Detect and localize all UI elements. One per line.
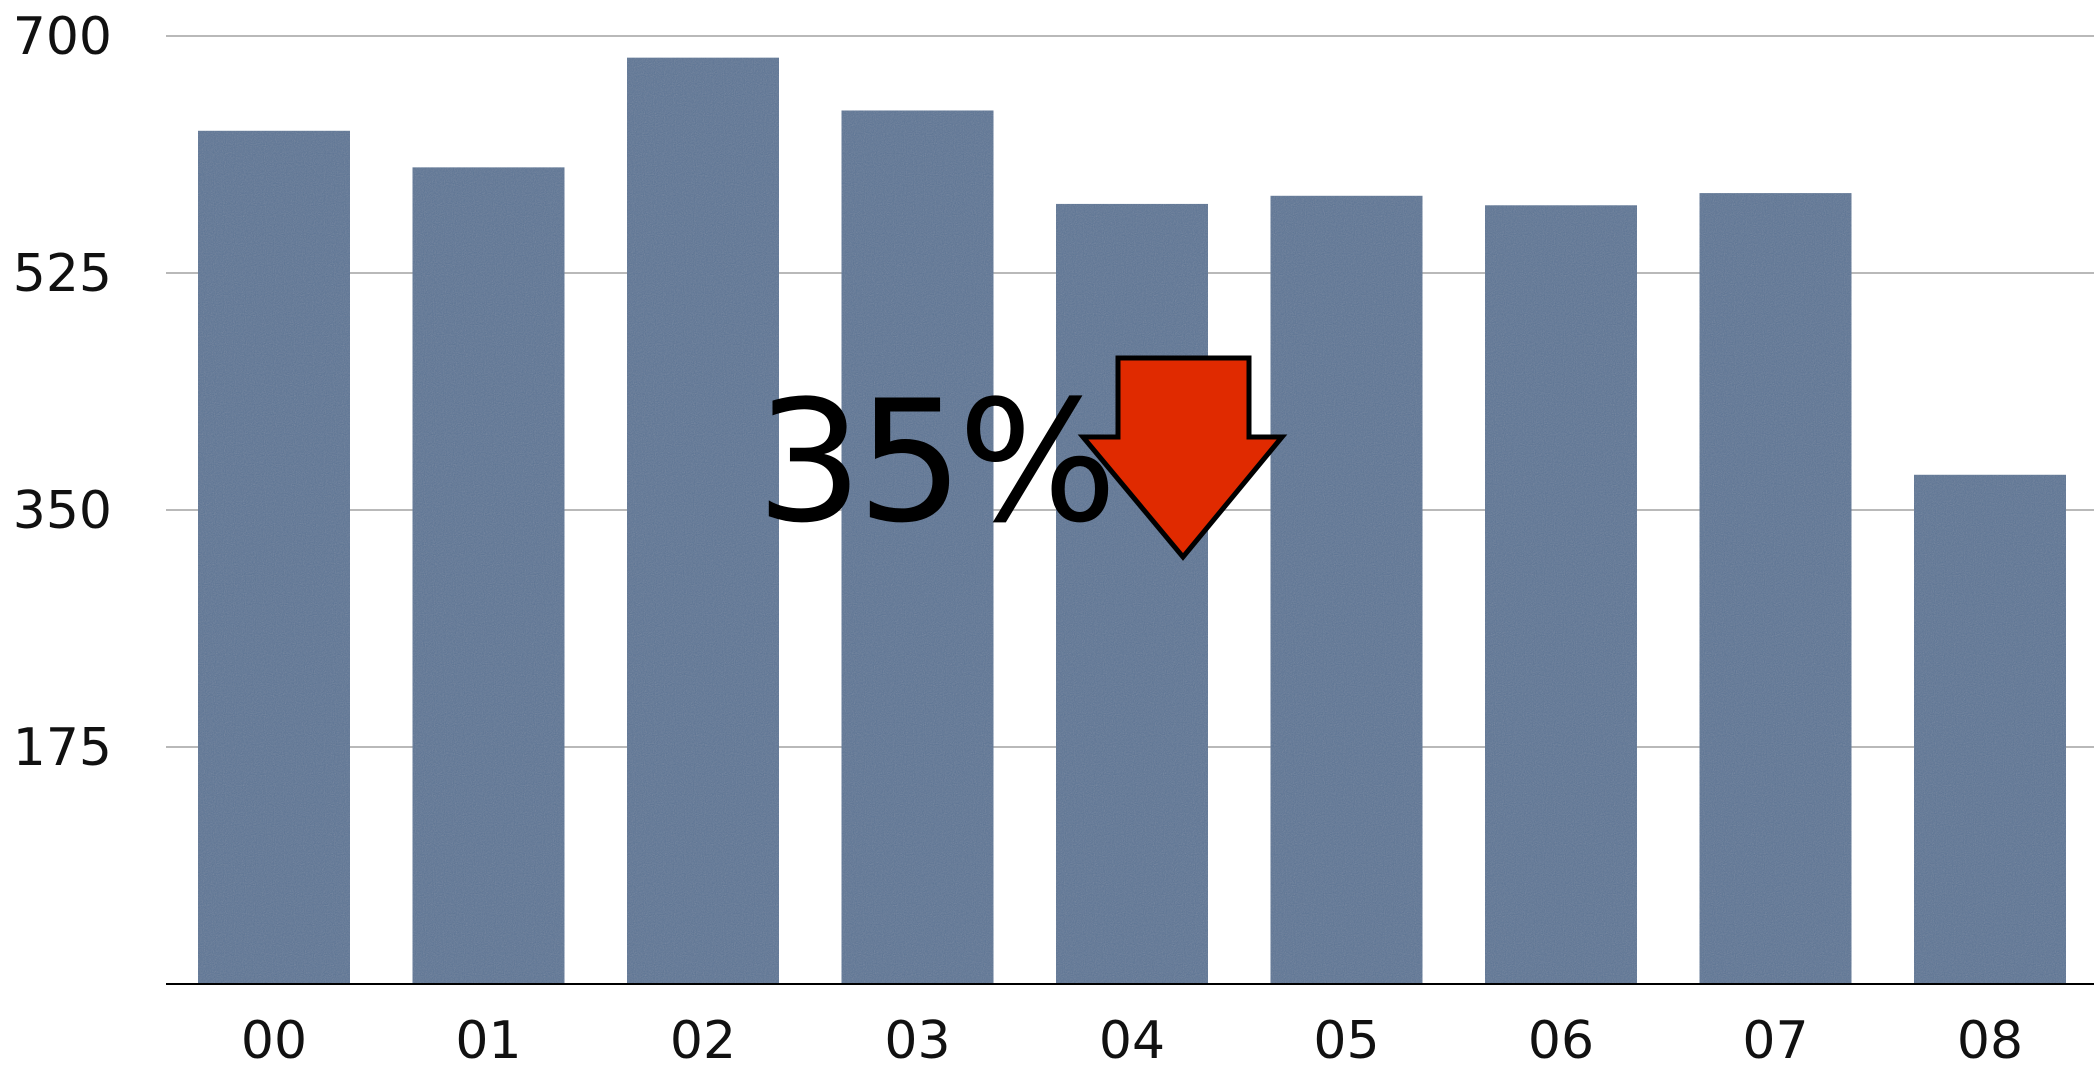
bar-07 — [1699, 193, 1852, 984]
x-tick-label: 03 — [884, 1011, 950, 1071]
bar-04 — [1056, 203, 1208, 985]
bar-06 — [1485, 205, 1637, 985]
x-tick-label: 07 — [1742, 1011, 1808, 1071]
bar-02 — [627, 57, 779, 984]
y-axis-tick-labels: 175 350 525 700 — [13, 7, 112, 778]
bar-08 — [1914, 474, 2066, 984]
x-tick-label: 00 — [241, 1011, 307, 1071]
y-tick-label: 700 — [13, 7, 112, 67]
bar-01 — [412, 167, 565, 984]
bar-00 — [198, 130, 350, 985]
bar-03 — [841, 110, 994, 984]
down-arrow-icon — [1077, 355, 1288, 561]
y-tick-label: 525 — [13, 244, 112, 304]
x-tick-label: 04 — [1099, 1011, 1165, 1071]
x-tick-label: 06 — [1528, 1011, 1594, 1071]
x-tick-label: 08 — [1957, 1011, 2023, 1071]
x-tick-label: 02 — [670, 1011, 736, 1071]
x-axis-tick-labels: 00 01 02 03 04 05 06 07 08 — [241, 1011, 2023, 1071]
bars — [198, 57, 2066, 985]
x-tick-label: 01 — [455, 1011, 521, 1071]
annotation-percent-label: 35% — [756, 364, 1111, 560]
bar-05 — [1270, 195, 1423, 984]
y-tick-label: 350 — [13, 481, 112, 541]
x-tick-label: 05 — [1313, 1011, 1379, 1071]
y-tick-label: 175 — [13, 718, 112, 778]
decline-annotation: 35% — [756, 355, 1288, 561]
